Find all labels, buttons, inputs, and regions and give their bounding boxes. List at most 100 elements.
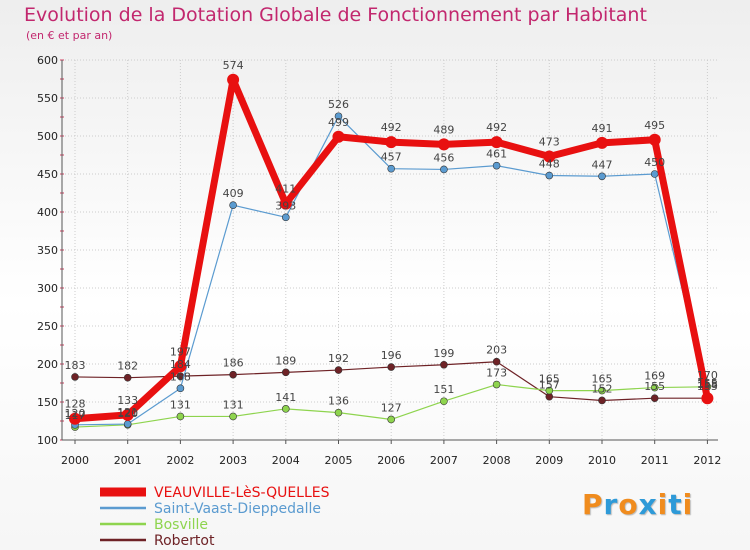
data-point [279, 197, 292, 210]
legend-label: VEAUVILLE-LèS-QUELLES [154, 485, 330, 501]
data-point [385, 136, 398, 149]
y-tick-label: 200 [37, 358, 58, 371]
x-tick-label: 2003 [219, 454, 247, 467]
data-point [650, 170, 659, 178]
x-tick-label: 2002 [166, 454, 194, 467]
y-tick-label: 500 [37, 130, 58, 143]
data-point [281, 405, 290, 413]
data-point [387, 164, 396, 173]
x-tick-label: 2007 [430, 454, 458, 467]
x-tick-label: 2009 [535, 454, 563, 467]
logo-letter: x [638, 488, 658, 521]
data-label: 203 [486, 344, 507, 357]
data-label: 189 [275, 354, 296, 367]
data-point [598, 386, 606, 395]
data-label: 456 [433, 151, 454, 164]
legend: VEAUVILLE-LèS-QUELLESSaint-Vaast-Diepped… [100, 485, 330, 549]
chart-subtitle: (en € et par an) [26, 29, 113, 42]
y-tick-label: 350 [37, 244, 58, 257]
data-point [440, 360, 448, 369]
data-label: 196 [381, 349, 402, 362]
data-label: 151 [433, 383, 454, 396]
data-point [174, 360, 187, 373]
data-point [490, 136, 503, 149]
data-point [176, 384, 185, 393]
data-label: 409 [223, 187, 244, 200]
data-point [492, 161, 501, 170]
data-point [123, 420, 132, 428]
x-tick-label: 2008 [483, 454, 511, 467]
y-tick-label: 550 [37, 92, 58, 105]
logo-letter: P [582, 488, 604, 521]
x-tick-label: 2011 [641, 454, 669, 467]
data-label: 133 [117, 394, 138, 407]
data-point [650, 383, 659, 392]
data-label: 495 [644, 119, 665, 132]
data-label: 393 [275, 199, 296, 212]
logo-letter: t [668, 488, 683, 521]
data-label: 136 [328, 395, 349, 408]
data-point [71, 373, 79, 381]
data-point [545, 171, 554, 180]
data-label: 489 [433, 123, 454, 136]
x-tick-label: 2000 [61, 454, 89, 467]
logo-letter: i [682, 488, 694, 521]
data-point [387, 415, 396, 424]
data-label: 158 [697, 378, 718, 391]
data-label: 526 [328, 98, 349, 111]
data-label: 141 [275, 391, 296, 404]
legend-label: Robertot [154, 533, 215, 549]
x-tick-label: 2004 [272, 454, 300, 467]
data-label: 447 [592, 158, 613, 171]
data-label: 184 [170, 358, 191, 371]
x-tick-label: 2005 [325, 454, 353, 467]
data-label: 492 [381, 121, 402, 134]
data-point [229, 370, 237, 379]
data-point [281, 213, 290, 222]
proxiti-logo: Proxiti [582, 488, 693, 521]
data-label: 165 [592, 373, 613, 386]
data-label: 186 [223, 357, 244, 370]
data-point [543, 150, 556, 163]
data-label: 117 [65, 409, 86, 422]
data-point [227, 73, 240, 86]
data-point [121, 408, 134, 421]
data-label: 192 [328, 352, 349, 365]
data-point [492, 380, 501, 389]
data-label: 182 [117, 360, 138, 373]
data-point [545, 386, 554, 395]
data-point [387, 363, 396, 371]
data-label: 491 [592, 122, 613, 135]
data-label: 155 [644, 380, 665, 393]
data-label: 457 [381, 151, 402, 164]
data-label: 152 [592, 382, 613, 395]
logo-letter: o [618, 488, 639, 521]
data-point [229, 412, 237, 421]
data-point [648, 133, 661, 146]
data-label: 157 [539, 379, 560, 392]
data-point [176, 412, 185, 421]
data-point [281, 368, 290, 377]
y-tick-label: 250 [37, 320, 58, 333]
x-tick-label: 2012 [693, 454, 721, 467]
data-label: 170 [697, 369, 718, 382]
x-tick-label: 2006 [377, 454, 405, 467]
x-tick-label: 2010 [588, 454, 616, 467]
data-point [69, 412, 81, 425]
y-tick-label: 600 [37, 54, 58, 67]
data-label: 120 [65, 407, 86, 420]
data-point [334, 112, 343, 121]
data-label: 450 [644, 156, 665, 169]
data-label: 121 [117, 406, 138, 419]
data-label: 411 [275, 183, 296, 196]
data-point [440, 397, 448, 406]
data-label: 131 [170, 398, 191, 411]
data-point [598, 396, 606, 405]
data-label: 155 [697, 380, 718, 393]
data-label: 155 [697, 377, 718, 390]
data-point [650, 394, 659, 403]
data-label: 473 [539, 136, 560, 149]
data-point [229, 201, 237, 209]
